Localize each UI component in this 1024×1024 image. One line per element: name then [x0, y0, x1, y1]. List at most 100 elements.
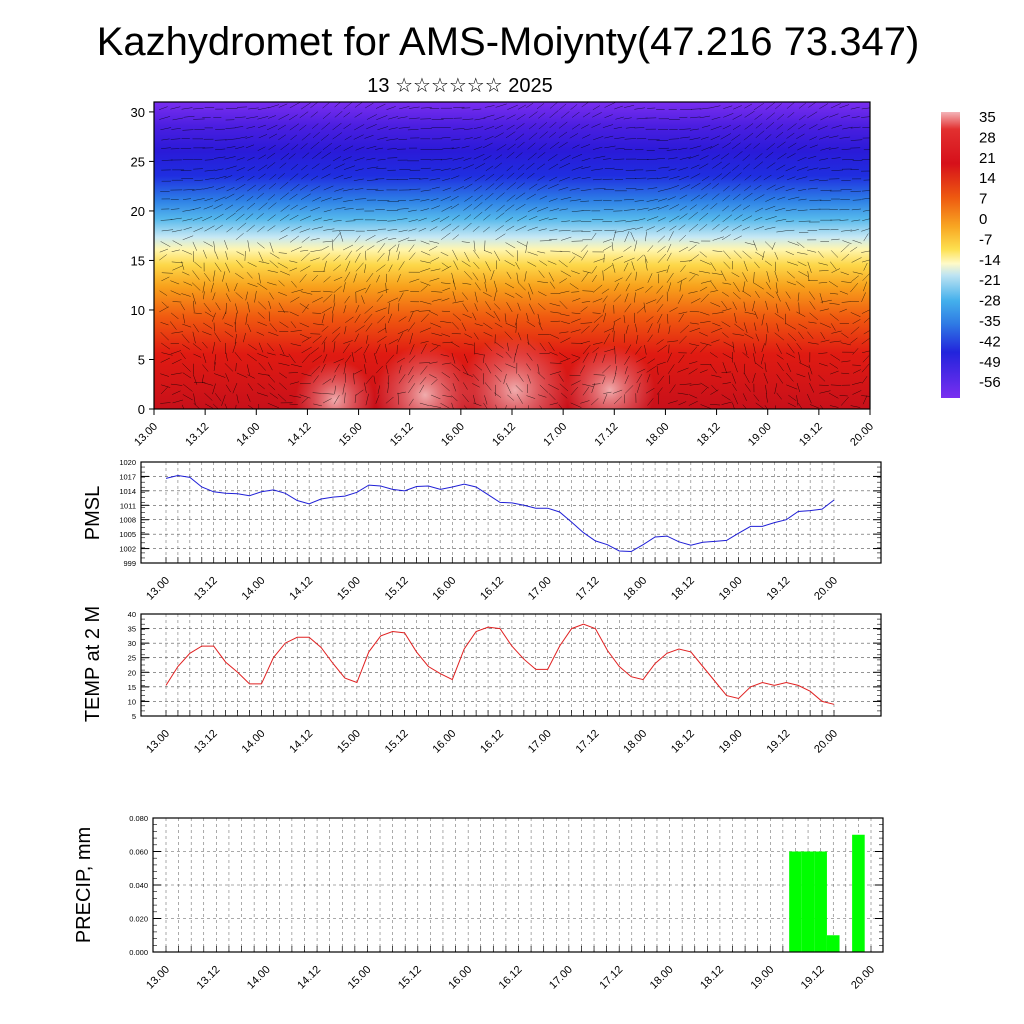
wind-vector — [537, 175, 545, 181]
wind-vector — [580, 340, 590, 344]
wind-vector — [505, 323, 517, 328]
wind-vector — [528, 111, 538, 119]
wind-vector — [398, 303, 400, 312]
wind-vector — [310, 249, 322, 252]
wind-vector — [731, 142, 741, 150]
wind-vector — [321, 313, 325, 324]
wind-vector — [451, 352, 456, 364]
wind-vector — [506, 124, 515, 130]
wind-vector — [722, 185, 730, 192]
wind-vector — [549, 281, 556, 289]
wind-vector — [419, 362, 431, 364]
wind-vector — [269, 260, 279, 269]
wind-vector — [809, 301, 816, 310]
wind-vector — [484, 250, 493, 254]
wind-vector — [269, 242, 274, 253]
wind-vector — [225, 262, 231, 273]
wind-vector — [440, 158, 453, 161]
wind-vector — [786, 153, 796, 159]
wind-vector — [688, 211, 698, 220]
wind-vector — [172, 240, 183, 246]
wind-vector — [817, 250, 824, 258]
wind-vector — [222, 271, 226, 282]
wind-vector — [505, 225, 515, 231]
wind-vector — [462, 222, 472, 231]
wind-vector — [643, 302, 646, 313]
wind-vector — [743, 301, 746, 312]
wind-vector — [777, 113, 785, 120]
wind-vector — [754, 261, 760, 269]
wind-vector — [461, 145, 470, 149]
wind-vector — [214, 224, 224, 231]
wind-vector — [592, 178, 602, 181]
wind-vector — [711, 154, 720, 160]
wind-vector — [560, 270, 572, 277]
wind-vector — [441, 310, 450, 312]
wind-vector — [172, 399, 184, 404]
wind-vector — [387, 220, 397, 222]
colorbar-label: -21 — [979, 272, 1001, 289]
wind-vector — [409, 344, 415, 355]
wind-vector — [602, 124, 614, 128]
wind-vector — [689, 240, 700, 244]
wind-vector — [809, 136, 817, 141]
wind-vector — [515, 225, 527, 232]
heatmap-x-tick-label: 14.00 — [234, 421, 262, 449]
wind-vector — [483, 273, 487, 283]
wind-vector — [172, 390, 181, 395]
wind-vector — [451, 363, 461, 372]
wind-vector — [246, 196, 254, 202]
wind-vector — [711, 214, 721, 222]
wind-vector — [526, 352, 533, 361]
wind-vector — [615, 365, 618, 375]
wind-vector — [213, 322, 215, 332]
wind-vector — [787, 241, 800, 246]
wind-vector — [690, 116, 701, 119]
wind-vector — [731, 204, 742, 212]
wind-vector — [311, 226, 324, 230]
wind-vector — [602, 270, 604, 281]
wind-vector — [863, 233, 869, 242]
wind-vector — [463, 176, 472, 181]
wind-vector — [462, 372, 473, 377]
wind-vector — [299, 303, 309, 310]
wind-vector — [428, 246, 438, 251]
wind-vector — [549, 334, 560, 339]
panel-x-tick-label: 18.00 — [621, 728, 649, 756]
wind-vector — [420, 189, 432, 192]
wind-vector — [375, 307, 387, 313]
wind-vector — [699, 369, 708, 374]
wind-vector — [581, 177, 591, 180]
wind-vector — [244, 250, 246, 261]
wind-vector — [279, 162, 287, 169]
wind-vector — [420, 340, 429, 344]
wind-vector — [484, 192, 494, 201]
wind-vector — [387, 375, 390, 384]
wind-vector — [387, 148, 397, 150]
wind-vector — [485, 183, 495, 191]
wind-vector — [321, 325, 329, 332]
wind-vector — [842, 126, 853, 130]
wind-vector — [482, 292, 492, 297]
colorbar-label: -42 — [979, 333, 1001, 350]
wind-vector — [701, 182, 712, 191]
wind-vector — [483, 214, 491, 221]
wind-vector — [592, 347, 600, 353]
wind-vector — [679, 156, 692, 160]
wind-vector — [291, 289, 304, 293]
wind-vector — [376, 167, 387, 170]
wind-vector — [334, 363, 340, 373]
wind-vector — [399, 106, 410, 110]
wind-vector — [689, 322, 699, 325]
panel-x-tick-label: 16.00 — [430, 728, 458, 756]
wind-vector — [537, 251, 546, 254]
wind-vector — [483, 402, 488, 409]
wind-vector — [559, 300, 568, 310]
wind-vector — [322, 142, 333, 151]
wind-vector — [453, 260, 459, 270]
wind-vector — [657, 375, 665, 385]
wind-vector — [603, 254, 605, 263]
panel-y-tick-label: 0.000 — [129, 948, 148, 957]
wind-vector — [494, 132, 504, 139]
wind-vector — [712, 311, 724, 315]
